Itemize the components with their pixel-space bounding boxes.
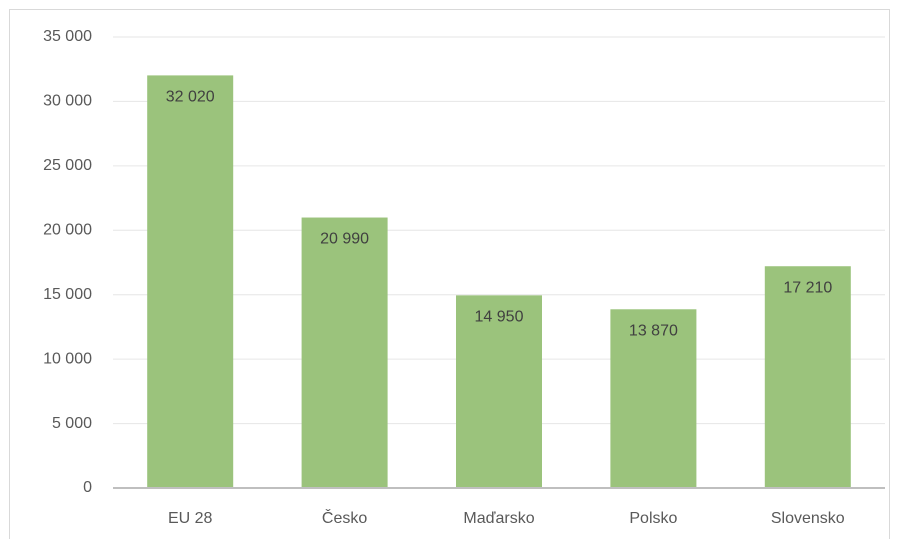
y-tick-label: 10 000 (43, 350, 92, 367)
bar (147, 75, 234, 489)
y-tick-label: 20 000 (43, 222, 92, 239)
value-label: 13 870 (629, 322, 678, 339)
x-tick-label: Polsko (629, 510, 677, 527)
y-tick-label: 25 000 (43, 157, 92, 174)
x-tick-label: Česko (322, 508, 367, 527)
y-tick-label: 0 (83, 479, 92, 496)
chart-frame (9, 9, 890, 539)
y-tick-label: 5 000 (52, 415, 92, 432)
y-tick-label: 35 000 (43, 28, 92, 45)
x-tick-label: Slovensko (771, 510, 845, 527)
value-label: 32 020 (166, 89, 215, 106)
x-tick-label: Maďarsko (463, 510, 534, 527)
bar (456, 295, 542, 488)
value-label: 17 210 (783, 279, 832, 296)
y-tick-label: 30 000 (43, 93, 92, 110)
value-label: 20 990 (320, 231, 369, 248)
y-tick-label: 15 000 (43, 286, 92, 303)
value-label: 14 950 (475, 309, 524, 326)
bar (610, 309, 697, 488)
bar (764, 266, 851, 488)
bar (301, 217, 388, 488)
x-tick-label: EU 28 (168, 510, 213, 527)
